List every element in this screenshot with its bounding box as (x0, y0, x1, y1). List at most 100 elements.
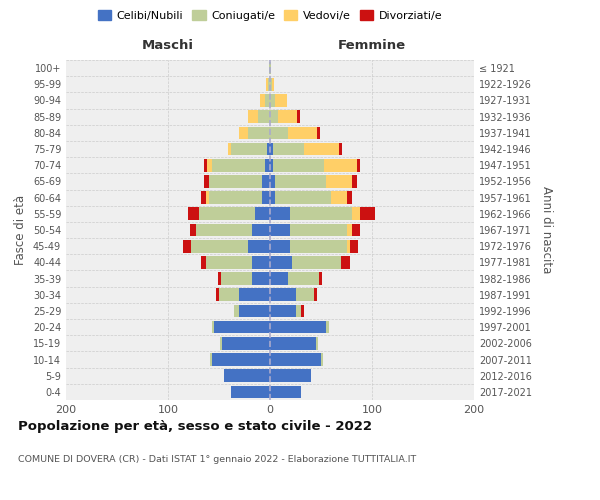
Bar (347, 192, 352, 204)
Bar (290, 240, 347, 252)
Bar (270, 353, 321, 366)
Bar (262, 175, 270, 188)
Bar (212, 159, 265, 172)
Bar (270, 78, 272, 90)
Bar (260, 94, 265, 107)
Text: Popolazione per età, sesso e stato civile - 2022: Popolazione per età, sesso e stato civil… (18, 420, 372, 433)
Bar (270, 62, 271, 74)
Bar (268, 78, 270, 90)
Y-axis label: Anni di nascita: Anni di nascita (540, 186, 553, 274)
Bar (270, 224, 290, 236)
Bar (239, 288, 270, 301)
Bar (270, 126, 289, 139)
Bar (214, 321, 270, 334)
Bar (292, 256, 341, 268)
Bar (270, 240, 290, 252)
Bar (314, 288, 317, 301)
Bar (270, 321, 326, 334)
Bar (270, 192, 275, 204)
Bar (269, 62, 270, 74)
Bar (340, 142, 343, 156)
Bar (204, 175, 209, 188)
Bar (331, 192, 347, 204)
Bar (270, 288, 296, 301)
Bar (224, 370, 270, 382)
Bar (222, 337, 270, 349)
Bar (275, 175, 326, 188)
Bar (270, 208, 290, 220)
Bar (210, 353, 212, 366)
Bar (196, 224, 251, 236)
Bar (270, 304, 296, 318)
Bar (273, 142, 304, 156)
Bar (317, 126, 320, 139)
Text: Femmine: Femmine (338, 39, 406, 52)
Bar (270, 159, 273, 172)
Bar (206, 256, 251, 268)
Bar (209, 192, 262, 204)
Bar (347, 240, 350, 252)
Bar (270, 370, 311, 382)
Bar (235, 304, 239, 318)
Bar (270, 110, 278, 123)
Bar (220, 337, 222, 349)
Bar (267, 142, 270, 156)
Bar (212, 321, 214, 334)
Bar (231, 386, 270, 398)
Bar (296, 288, 314, 301)
Bar (191, 240, 248, 252)
Bar (212, 353, 270, 366)
Bar (347, 224, 352, 236)
Bar (184, 240, 191, 252)
Bar (251, 256, 270, 268)
Bar (188, 208, 199, 220)
Bar (270, 175, 275, 188)
Bar (270, 94, 275, 107)
Bar (270, 142, 273, 156)
Bar (296, 304, 301, 318)
Bar (290, 208, 352, 220)
Bar (296, 110, 299, 123)
Bar (356, 159, 360, 172)
Bar (278, 110, 296, 123)
Bar (231, 142, 267, 156)
Bar (262, 192, 270, 204)
Bar (265, 159, 270, 172)
Bar (239, 126, 248, 139)
Y-axis label: Fasce di età: Fasce di età (14, 195, 27, 265)
Bar (190, 224, 196, 236)
Bar (270, 386, 301, 398)
Bar (209, 175, 262, 188)
Bar (258, 110, 270, 123)
Text: Maschi: Maschi (142, 39, 194, 52)
Bar (352, 208, 360, 220)
Bar (290, 224, 347, 236)
Bar (270, 272, 289, 285)
Bar (324, 159, 356, 172)
Bar (248, 240, 270, 252)
Bar (273, 159, 324, 172)
Bar (360, 208, 375, 220)
Bar (270, 337, 316, 349)
Bar (254, 208, 270, 220)
Bar (204, 159, 207, 172)
Bar (270, 256, 292, 268)
Bar (207, 159, 212, 172)
Bar (341, 256, 350, 268)
Bar (304, 142, 340, 156)
Bar (206, 192, 209, 204)
Bar (218, 272, 221, 285)
Bar (321, 353, 323, 366)
Bar (200, 256, 206, 268)
Bar (199, 208, 254, 220)
Bar (326, 321, 329, 334)
Bar (266, 78, 268, 90)
Bar (221, 272, 251, 285)
Bar (200, 192, 206, 204)
Bar (272, 78, 274, 90)
Bar (289, 126, 317, 139)
Bar (316, 337, 318, 349)
Legend: Celibi/Nubili, Coniugati/e, Vedovi/e, Divorziati/e: Celibi/Nubili, Coniugati/e, Vedovi/e, Di… (94, 6, 446, 25)
Bar (275, 94, 287, 107)
Bar (275, 192, 331, 204)
